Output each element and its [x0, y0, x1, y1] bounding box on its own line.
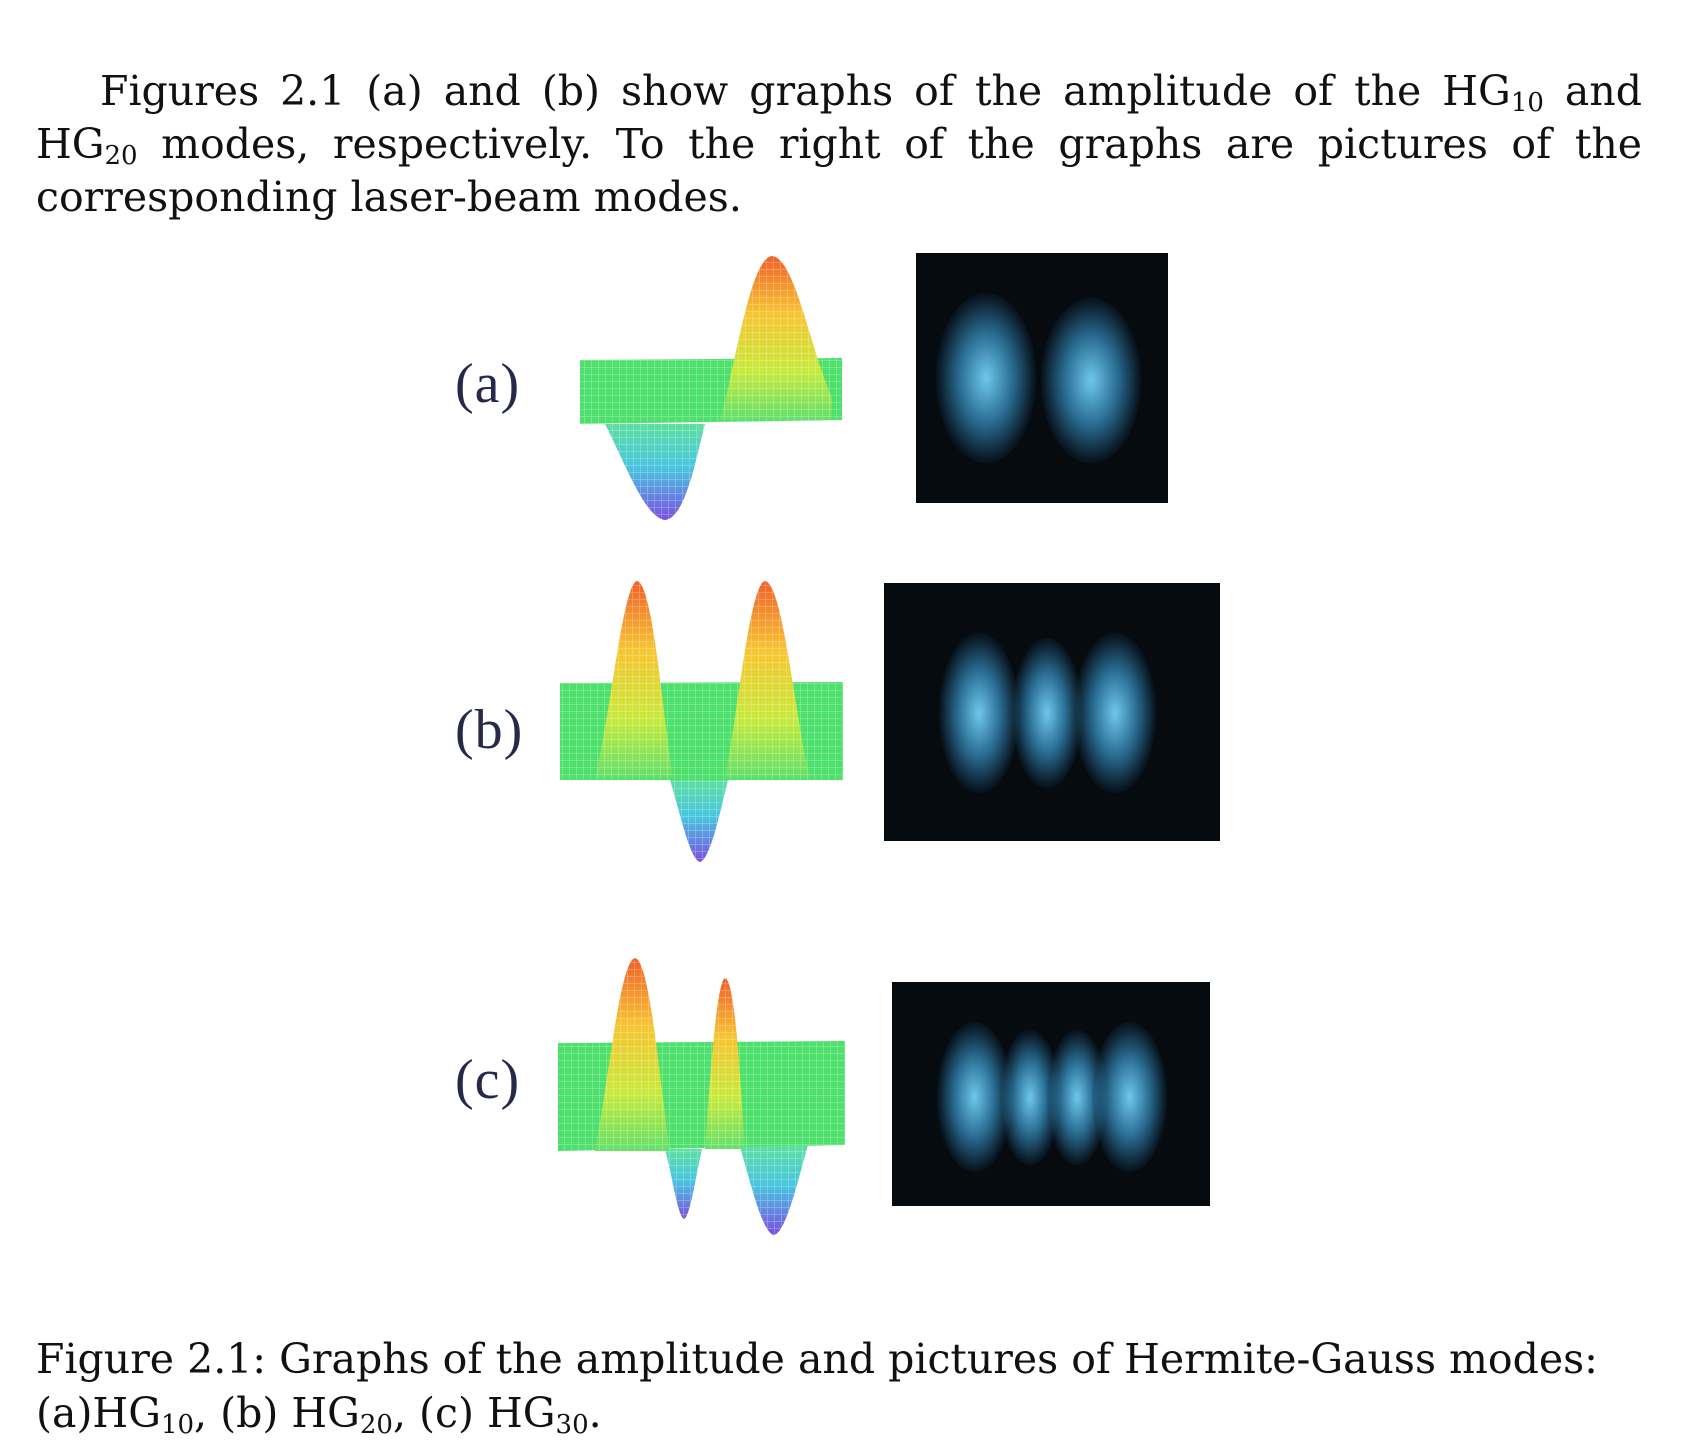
paragraph-text-2: and HG	[36, 67, 1642, 168]
hg30-amplitude-plot	[558, 958, 845, 1235]
caption-text-1: Figure 2.1: Graphs of the amplitude and …	[36, 1335, 1598, 1437]
paragraph-text-3: modes, respectively. To the right of the…	[36, 120, 1642, 221]
hg20-beam-image	[884, 583, 1220, 841]
panel-a-label: (a)	[455, 353, 521, 415]
intro-paragraph: Figures 2.1 (a) and (b) show graphs of t…	[36, 65, 1642, 224]
hg10-amplitude-plot	[580, 256, 842, 520]
hg10-beam-image	[916, 253, 1168, 503]
hg20-amplitude-plot	[560, 581, 843, 862]
caption-sub-1: 10	[160, 1410, 195, 1440]
paragraph-sub-2: 20	[104, 141, 138, 171]
panel-c-label: (c)	[455, 1049, 521, 1111]
caption-text-2: , (b) HG	[194, 1389, 360, 1437]
figure-caption: Figure 2.1: Graphs of the amplitude and …	[36, 1332, 1642, 1440]
paragraph-sub-1: 10	[1510, 88, 1544, 118]
panel-b-label: (b)	[455, 699, 524, 761]
caption-text-4: .	[588, 1389, 602, 1437]
figure-2-1: (a) (b)	[455, 253, 1220, 1235]
paragraph-text-1: Figures 2.1 (a) and (b) show graphs of t…	[100, 67, 1511, 115]
hg30-beam-image	[892, 982, 1210, 1206]
caption-text-3: , (c) HG	[392, 1389, 556, 1437]
caption-sub-2: 20	[359, 1410, 393, 1440]
caption-sub-3: 30	[555, 1410, 589, 1440]
